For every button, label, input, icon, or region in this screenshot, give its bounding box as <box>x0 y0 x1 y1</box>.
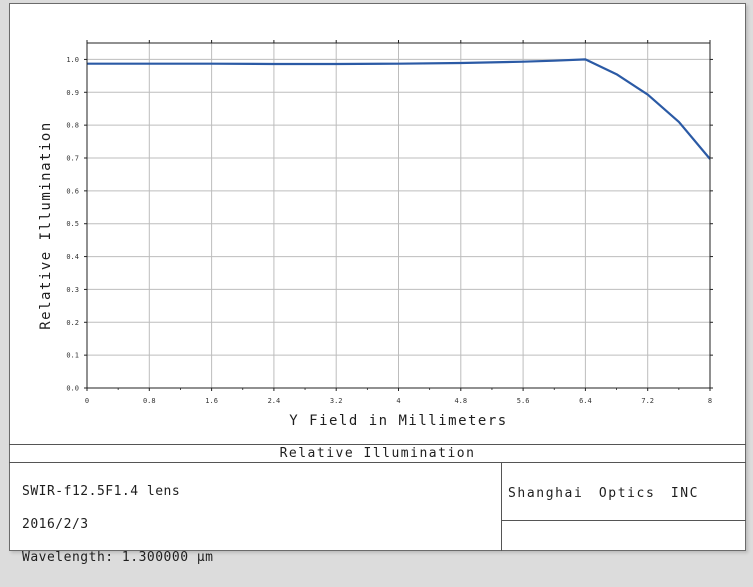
chart-frame <box>9 3 746 551</box>
x-tick-label: 4.8 <box>454 397 467 405</box>
y-tick-label: 0.9 <box>66 89 79 97</box>
y-tick-label: 0.6 <box>66 187 79 195</box>
x-tick-label: 3.2 <box>330 397 343 405</box>
y-tick-label: 0.0 <box>66 385 79 393</box>
x-tick-label: 8 <box>708 397 712 405</box>
y-tick-label: 1.0 <box>66 56 79 64</box>
y-tick-label: 0.7 <box>66 155 79 163</box>
series-lines <box>87 58 711 160</box>
series-line <box>87 58 711 160</box>
x-tick-label: 1.6 <box>205 397 218 405</box>
x-axis-label: Y Field in Millimeters <box>289 413 507 429</box>
grid <box>86 43 711 389</box>
x-tick-label: 6.4 <box>579 397 592 405</box>
y-tick-label: 0.2 <box>66 319 79 327</box>
x-tick-label: 0.8 <box>143 397 156 405</box>
x-tick-label: 5.6 <box>517 397 530 405</box>
x-tick-label: 0 <box>85 397 89 405</box>
footer-info: SWIR-f12.5F1.4 lens 2016/2/3 Wavelength:… <box>22 464 214 585</box>
footer-title: Relative Illumination <box>279 446 476 461</box>
y-tick-label: 0.1 <box>66 352 79 360</box>
y-axis-label: Relative Illumination <box>38 121 54 330</box>
x-tick-label: 4 <box>396 397 400 405</box>
y-tick-label: 0.4 <box>66 253 79 261</box>
company-name: Shanghai Optics INC <box>508 486 700 501</box>
footer-panel: Relative Illumination SWIR-f12.5F1.4 len… <box>9 444 746 564</box>
footer-top-rule <box>9 444 746 445</box>
footer-right-rule <box>501 520 746 521</box>
date: 2016/2/3 <box>22 517 89 532</box>
x-tick-label: 2.4 <box>268 397 281 405</box>
x-tick-label: 7.2 <box>641 397 654 405</box>
y-tick-label: 0.8 <box>66 122 79 130</box>
y-tick-label: 0.3 <box>66 286 79 294</box>
footer-divider <box>501 462 502 551</box>
wavelength: Wavelength: 1.300000 µm <box>22 550 214 565</box>
plot-border <box>86 42 711 389</box>
lens-name: SWIR-f12.5F1.4 lens <box>22 484 181 499</box>
footer-mid-rule <box>9 462 746 463</box>
relative-illumination-plot: 0 0.8 1.6 2.4 3.2 4 4.8 5.6 6.4 7.2 8 0.0 0.1 0.2 0.3 0… <box>38 40 713 429</box>
tick-labels: 0 0.8 1.6 2.4 3.2 4 4.8 5.6 6.4 7.2 8 0.0 0.1 0.2 0.3 0… <box>66 56 712 405</box>
y-tick-label: 0.5 <box>66 220 79 228</box>
